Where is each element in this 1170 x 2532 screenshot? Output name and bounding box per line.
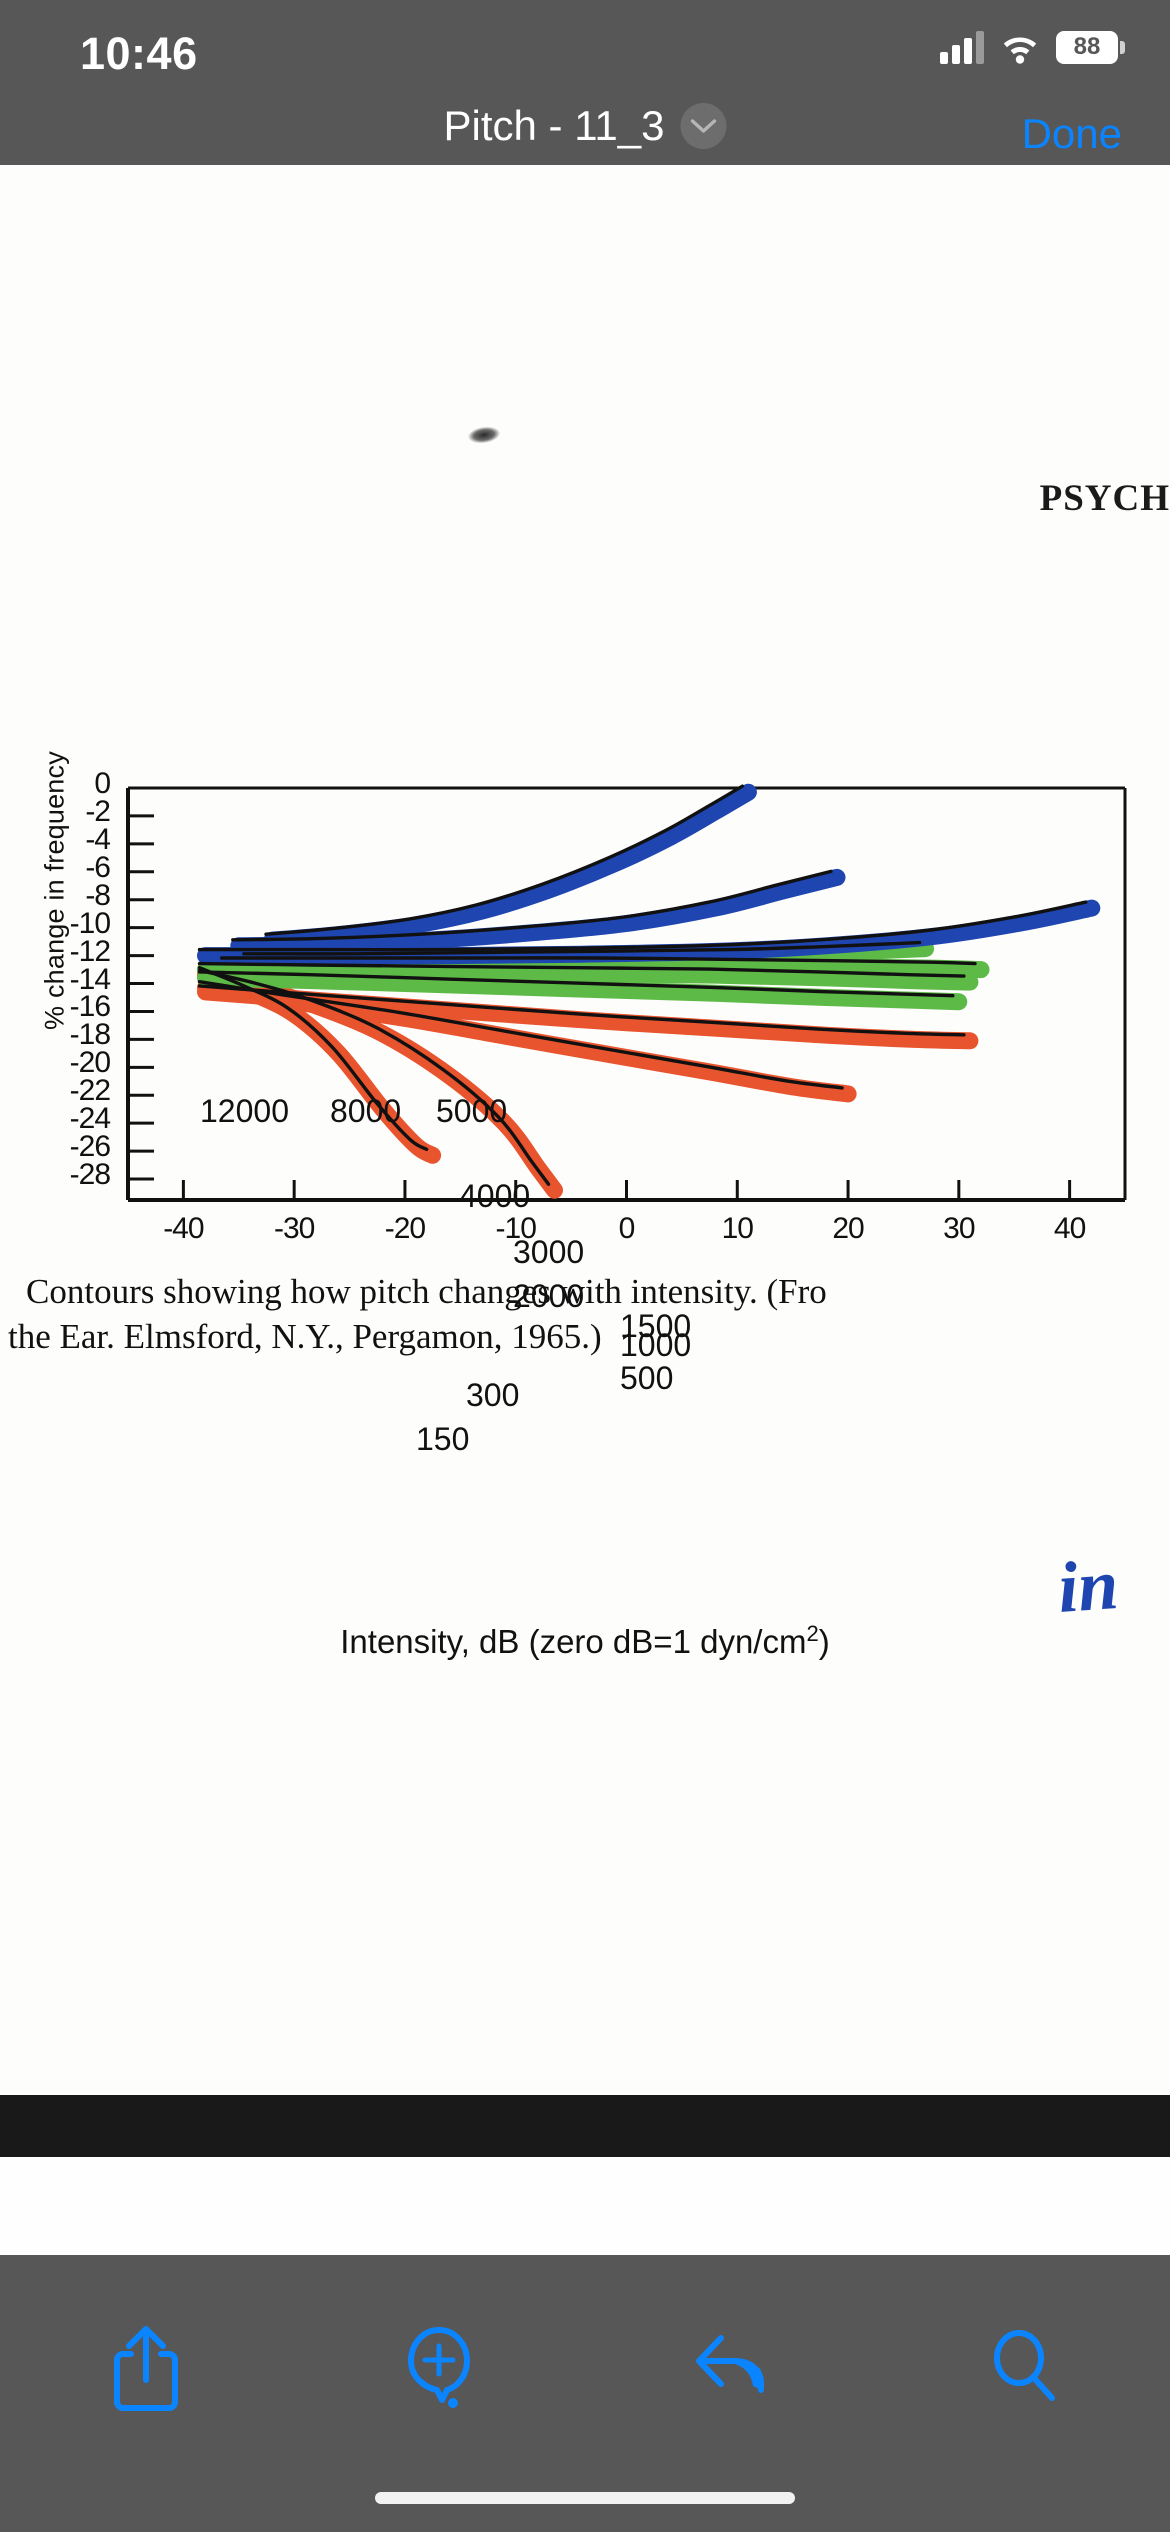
x-axis-label-sup: 2 <box>806 1621 819 1646</box>
curve-highlight-500 <box>197 899 1101 965</box>
page-title: Pitch - 11_3 <box>443 102 665 149</box>
figure-chart: % change in frequency -28 -26 -24 -22 -20 -18… <box>0 545 1170 1660</box>
y-tick-label: -18 <box>69 1018 111 1052</box>
battery-icon: 88 <box>1056 30 1125 64</box>
figure-caption: Contours showing how pitch changes with … <box>0 1270 1170 1360</box>
curve-highlight-3000 <box>197 969 968 1011</box>
search-icon <box>986 2328 1062 2413</box>
caption-line-1: Contours showing how pitch changes with … <box>26 1272 827 1311</box>
add-markup-icon <box>399 2324 479 2417</box>
markup-button[interactable] <box>374 2315 504 2425</box>
curve-ink-1000 <box>242 940 922 956</box>
curve-highlight-150 <box>263 783 757 949</box>
wifi-icon <box>1000 30 1040 64</box>
x-tick-label: 30 <box>943 1212 975 1245</box>
share-button[interactable] <box>81 2315 211 2425</box>
x-tick-label: -40 <box>163 1212 204 1245</box>
y-tick-label: -8 <box>85 878 111 912</box>
y-tick-label: -26 <box>69 1130 111 1164</box>
y-tick-label: -28 <box>69 1158 111 1192</box>
page-running-header: PSYCH <box>1039 478 1170 519</box>
y-tick-label: -12 <box>69 934 111 968</box>
page-separator <box>0 2095 1170 2157</box>
curve-ink-150 <box>264 784 745 936</box>
plot-area <box>126 783 1127 1202</box>
status-bar-time: 10:46 <box>80 28 198 79</box>
highlight-strokes <box>197 783 1101 1199</box>
battery-percent-label: 88 <box>1073 33 1101 60</box>
search-button[interactable] <box>959 2315 1089 2425</box>
y-tick-label: -22 <box>69 1074 111 1108</box>
axis-ticks <box>128 814 1072 1200</box>
curve-ink-1500 <box>220 956 977 966</box>
y-tick-label: -4 <box>85 822 111 856</box>
navigation-bar: Pitch - 11_3 Done <box>0 102 1170 165</box>
status-bar: 10:46 88 <box>0 0 1170 110</box>
x-tick-label: -30 <box>273 1212 315 1245</box>
y-tick-label: -20 <box>69 1046 111 1080</box>
x-tick-label: 20 <box>832 1212 864 1245</box>
y-tick-label: -16 <box>69 990 111 1024</box>
document-title-group[interactable]: Pitch - 11_3 <box>443 102 727 150</box>
x-axis-label-tail: ) <box>818 1623 830 1660</box>
document-page: PSYCH % change in frequency -28 -26 -24 -22… <box>0 165 1170 2095</box>
curve-ink-5000 <box>197 980 844 1090</box>
y-tick-label: -6 <box>85 850 111 884</box>
curve-label-1500: 1500 <box>620 1308 692 1344</box>
y-tick-label: -24 <box>69 1102 111 1136</box>
y-tick-label: -2 <box>85 794 111 828</box>
x-tick-label: 10 <box>721 1212 754 1245</box>
y-tick-label: -14 <box>69 962 111 996</box>
curve-label-3000: 3000 <box>513 1234 585 1270</box>
handwritten-annotation: in <box>1055 1544 1121 1628</box>
x-axis-label-main: Intensity, dB (zero dB=1 dyn/cm <box>340 1623 807 1660</box>
page-smudge <box>467 424 501 446</box>
done-button[interactable]: Done <box>1021 110 1122 157</box>
curve-label-500: 500 <box>620 1360 674 1396</box>
cellular-bars-icon <box>940 30 984 64</box>
curve-label-150: 150 <box>416 1421 470 1457</box>
chevron-down-icon[interactable] <box>680 103 727 149</box>
curve-ink-2000 <box>197 961 966 978</box>
y-tick-label: -10 <box>69 906 111 940</box>
curve-label-300: 300 <box>466 1377 520 1413</box>
document-page-next <box>0 2157 1170 2255</box>
curve-ink-12000 <box>197 966 429 1151</box>
printed-curves <box>197 784 1088 1186</box>
curve-label-8000: 8000 <box>330 1093 402 1129</box>
status-bar-indicators: 88 <box>940 30 1125 64</box>
x-tick-label: -20 <box>384 1212 426 1245</box>
undo-arrow-icon <box>691 2328 771 2413</box>
curve-ink-300 <box>231 869 833 942</box>
curve-label-2000: 2000 <box>513 1278 585 1314</box>
curve-ink-500 <box>197 900 1088 952</box>
x-tick-label: -10 <box>495 1212 537 1245</box>
undo-button[interactable] <box>666 2315 796 2425</box>
curve-label-4000: 4000 <box>459 1178 531 1214</box>
bottom-toolbar <box>0 2255 1170 2532</box>
document-viewport[interactable]: PSYCH % change in frequency -28 -26 -24 -22… <box>0 165 1170 2255</box>
curve-label-1000: 1000 <box>620 1327 692 1363</box>
home-indicator[interactable] <box>375 2492 795 2504</box>
y-tick-label: 0 <box>94 767 111 800</box>
curve-ink-8000 <box>197 968 551 1186</box>
curve-ink-4000 <box>197 984 966 1037</box>
x-tick-label: 40 <box>1053 1212 1086 1245</box>
curve-ink-3000 <box>197 970 955 998</box>
curve-label-12000: 12000 <box>200 1093 289 1129</box>
share-icon <box>111 2324 181 2417</box>
x-tick-label: 0 <box>618 1212 636 1245</box>
caption-line-2: the Ear. Elmsford, N.Y., Pergamon, 1965.… <box>8 1316 602 1356</box>
x-axis-label: Intensity, dB (zero dB=1 dyn/cm2) <box>0 1621 1170 1661</box>
curve-label-5000: 5000 <box>436 1093 508 1129</box>
curve-highlight-300 <box>230 868 846 955</box>
